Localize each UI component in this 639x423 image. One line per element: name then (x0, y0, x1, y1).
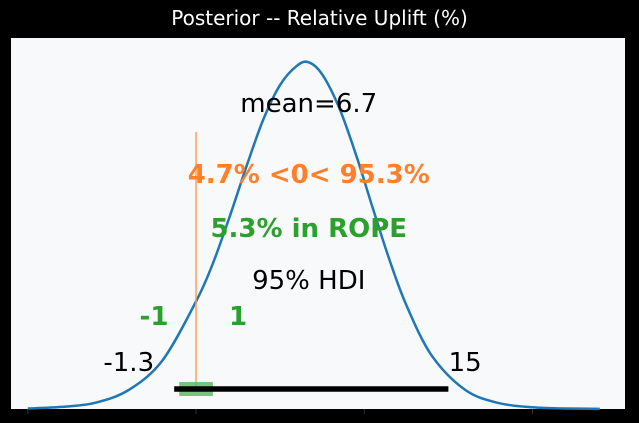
x-axis-ticks (27, 409, 533, 414)
rope-probability-label: 5.3% in ROPE (210, 214, 407, 244)
posterior-density-curve (27, 60, 600, 411)
reference-probability-label: 4.7% <0< 95.3% (188, 160, 430, 190)
rope-upper-bound-label: 1 (229, 302, 247, 332)
chart-title: Posterior -- Relative Uplift (%) (171, 6, 468, 30)
plot-area (11, 38, 625, 409)
mean-label: mean=6.7 (240, 89, 377, 119)
rope-lower-bound-label: -1 (140, 302, 169, 332)
hdi-upper-bound-label: 15 (449, 348, 482, 378)
hdi-lower-bound-label: -1.3 (103, 348, 154, 378)
hdi-label: 95% HDI (252, 266, 365, 296)
